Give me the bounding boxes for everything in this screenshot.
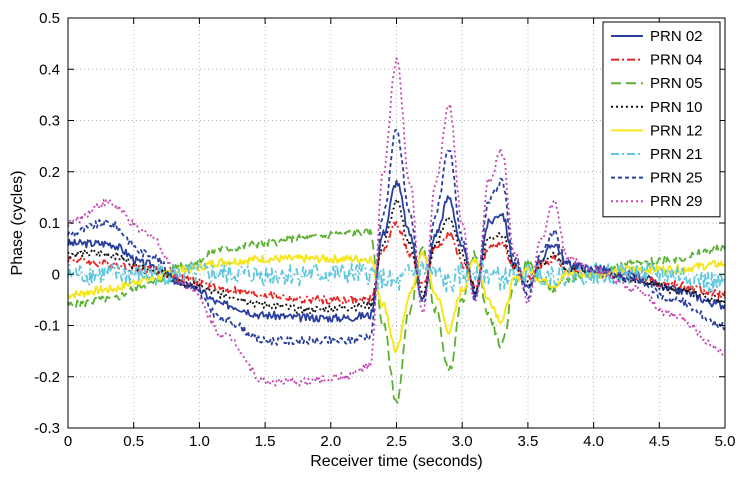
series-line-prn-29	[67, 57, 726, 387]
legend-label: PRN 05	[650, 75, 703, 92]
y-tick-label: 0.4	[39, 61, 60, 78]
x-tick-label: 2.0	[320, 433, 341, 450]
series-line-prn-12	[67, 251, 726, 354]
x-axis-label: Receiver time (seconds)	[310, 453, 483, 470]
x-tick-label: 1.0	[189, 433, 210, 450]
x-tick-label: 4.0	[583, 433, 604, 450]
y-tick-label: 0.2	[39, 164, 60, 181]
axis-ticks: 0 0.5 1.0 1.5 2.0 2.5 3.0 3.5 4.0 4.5 5.0 -0.3 -0.2 -…	[34, 10, 735, 450]
y-tick-label: 0.5	[39, 10, 60, 27]
legend-label: PRN 29	[650, 193, 703, 210]
y-tick-label: -0.3	[34, 420, 60, 437]
x-tick-label: 4.5	[649, 433, 670, 450]
x-tick-label: 5.0	[715, 433, 736, 450]
y-axis-label: Phase (cycles)	[9, 171, 26, 276]
x-tick-label: 1.5	[255, 433, 276, 450]
y-tick-label: 0	[52, 266, 60, 283]
legend-label: PRN 02	[650, 28, 703, 45]
y-tick-label: -0.2	[34, 369, 60, 386]
series-group	[67, 57, 726, 405]
x-tick-label: 3.5	[517, 433, 538, 450]
x-tick-label: 0.5	[123, 433, 144, 450]
x-tick-label: 3.0	[452, 433, 473, 450]
y-tick-label: 0.1	[39, 215, 60, 232]
x-tick-label: 0	[64, 433, 72, 450]
legend-label: PRN 21	[650, 146, 703, 163]
series-line-prn-05	[67, 228, 726, 405]
legend-label: PRN 04	[650, 52, 703, 69]
series-line-prn-10	[67, 198, 726, 315]
legend-box	[602, 21, 721, 218]
x-tick-label: 2.5	[386, 433, 407, 450]
legend-label: PRN 25	[650, 170, 703, 187]
legend-label: PRN 12	[650, 122, 703, 139]
y-tick-label: 0.3	[39, 113, 60, 130]
series-line-prn-21	[67, 259, 726, 293]
series-line-prn-25	[67, 128, 726, 346]
legend-label: PRN 10	[650, 99, 703, 116]
legend: PRN 02 PRN 04 PRN 05 PRN 10 PRN 12 PRN 21 PRN …	[602, 21, 721, 218]
y-tick-label: -0.1	[34, 318, 60, 335]
